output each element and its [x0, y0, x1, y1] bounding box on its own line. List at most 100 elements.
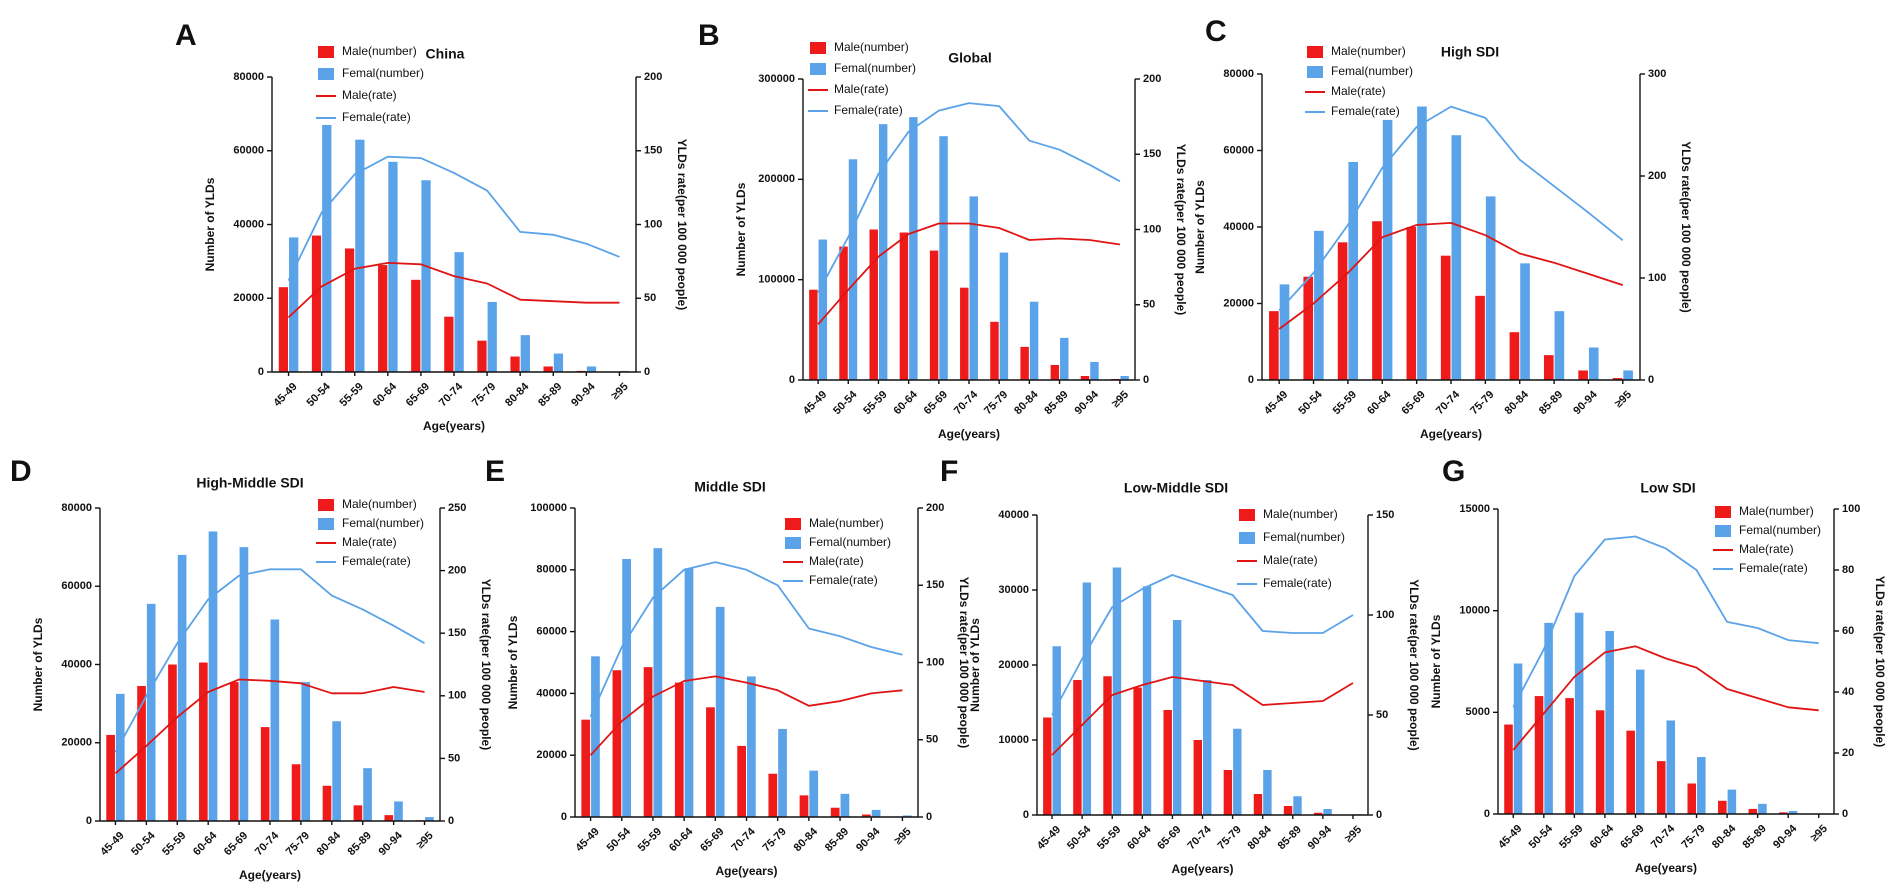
bar-female-85-89	[553, 353, 564, 372]
x-tick-label: 85-89	[1276, 824, 1304, 852]
bar-male-50-54	[839, 246, 848, 380]
bar-male-50-54	[1534, 696, 1544, 814]
bar-female-65-69	[715, 606, 725, 817]
bar-female-50-54	[1082, 582, 1092, 815]
bar-male-65-69	[706, 707, 715, 817]
y-tick-label: 10000	[998, 734, 1029, 746]
x-tick-label: 45-49	[271, 381, 299, 409]
bar-female-70-74	[270, 619, 280, 821]
bar-female-90-94	[1090, 361, 1099, 380]
bar-female-90-94	[586, 366, 597, 372]
bar-female-65-69	[239, 547, 249, 821]
bar-female-60-64	[208, 531, 218, 821]
bar-male-90-94	[384, 815, 394, 821]
x-tick-label: 60-64	[191, 829, 220, 858]
x-tick-label: 75-79	[1215, 824, 1243, 852]
x-tick-label: 85-89	[536, 381, 564, 409]
legend-label: Femal(number)	[342, 66, 424, 80]
x-tick-label: 65-69	[698, 826, 726, 854]
bar-male-80-84	[1020, 346, 1029, 380]
legend-label: Male(number)	[342, 44, 417, 58]
bar-male-50-54	[137, 686, 146, 821]
bar-female-45-49	[1052, 646, 1061, 815]
legend-female-number-swatch	[1715, 525, 1731, 537]
x-tick-label: 80-84	[1710, 822, 1739, 851]
bar-male-55-59	[643, 667, 653, 817]
line-male-rate	[114, 678, 425, 775]
bar-male-85-89	[1050, 364, 1060, 380]
bar-female-80-84	[1727, 789, 1737, 814]
legend-label: Femal(number)	[1331, 64, 1413, 78]
x-tick-label: 50-54	[129, 829, 158, 858]
bar-female-60-64	[1382, 119, 1393, 381]
legend-label: Male(number)	[1263, 507, 1338, 521]
panel-letter: E	[485, 455, 505, 488]
y2-tick-label: 80	[1842, 564, 1854, 576]
y-tick-label: 15000	[1459, 503, 1490, 515]
chart-title: Middle SDI	[694, 479, 766, 495]
y2-tick-label: 50	[926, 734, 938, 746]
bar-female-≥95	[1120, 375, 1129, 380]
legend-female-number-swatch	[1307, 66, 1323, 78]
bar-female-≥95	[902, 815, 912, 817]
y-tick-label: 60000	[61, 580, 92, 592]
bar-female-45-49	[1279, 284, 1290, 380]
x-tick-label: 55-59	[1331, 389, 1359, 417]
x-tick-label: 60-64	[891, 388, 920, 417]
x-tick-label: ≥95	[414, 830, 435, 851]
legend-female-number-swatch	[1239, 532, 1255, 544]
panel-letter: A	[175, 19, 197, 52]
legend-label: Male(rate)	[342, 535, 397, 549]
bar-male-70-74	[960, 287, 969, 380]
legend: Male(number) Femal(number) Male(rate) Femal…	[316, 497, 424, 568]
bar-female-75-79	[1485, 196, 1496, 380]
y2-tick-label: 100	[1842, 503, 1860, 515]
y2-tick-label: 20	[1842, 747, 1854, 759]
bar-male-60-64	[899, 232, 909, 380]
legend-female-number-swatch	[318, 68, 334, 80]
bar-male-75-79	[1687, 783, 1697, 814]
bar-male-70-74	[260, 727, 270, 821]
panel-letter: B	[698, 19, 720, 52]
y-tick-label: 0	[1248, 374, 1254, 386]
panel-letter: G	[1442, 455, 1465, 488]
bar-female-80-84	[1520, 263, 1530, 380]
x-tick-label: 80-84	[315, 829, 344, 858]
bar-male-45-49	[106, 734, 115, 821]
legend-male-number-swatch	[318, 46, 334, 58]
line-male-rate	[1051, 676, 1354, 756]
y2-tick-label: 0	[1143, 374, 1149, 386]
x-tick-label: 45-49	[1035, 824, 1063, 852]
x-tick-label: 85-89	[823, 826, 851, 854]
bar-female-50-54	[146, 603, 156, 821]
legend-label: Femal(number)	[809, 535, 891, 549]
bar-male-75-79	[768, 773, 778, 817]
bar-male-70-74	[1440, 255, 1451, 380]
y2-tick-label: 40	[1842, 686, 1854, 698]
legend-label: Male(rate)	[1739, 542, 1794, 556]
panel-f: F Low-Middle SDI 0 10000 20000 30000 40000 0 50 1…	[940, 455, 1421, 876]
y2-tick-label: 100	[448, 690, 466, 702]
x-tick-label: 90-94	[854, 825, 883, 854]
bar-female-45-49	[289, 237, 299, 372]
y-axis-label: Number of YLDs	[506, 615, 520, 709]
bar-male-55-59	[1103, 676, 1112, 815]
legend-label: Femal(number)	[1263, 530, 1345, 544]
x-axis-label: Age(years)	[1420, 427, 1482, 441]
line-male-rate	[287, 261, 620, 319]
bar-female-85-89	[1758, 803, 1767, 814]
line-female-rate	[114, 568, 425, 753]
x-tick-label: ≥95	[1343, 824, 1364, 845]
bar-female-55-59	[653, 548, 663, 817]
y-tick-label: 30000	[998, 584, 1029, 596]
x-tick-label: 85-89	[1740, 823, 1768, 851]
bar-female-80-84	[1263, 770, 1272, 815]
x-axis-label: Age(years)	[938, 427, 1000, 441]
y2-axis-label: YLDs rate(per 100 000 people)	[957, 577, 971, 748]
bar-male-75-79	[990, 321, 999, 380]
bar-female-70-74	[454, 252, 464, 372]
x-tick-label: 60-64	[371, 380, 400, 409]
x-tick-label: 50-54	[1527, 822, 1556, 851]
bar-female-60-64	[909, 117, 918, 381]
y-tick-label: 40000	[61, 658, 92, 670]
